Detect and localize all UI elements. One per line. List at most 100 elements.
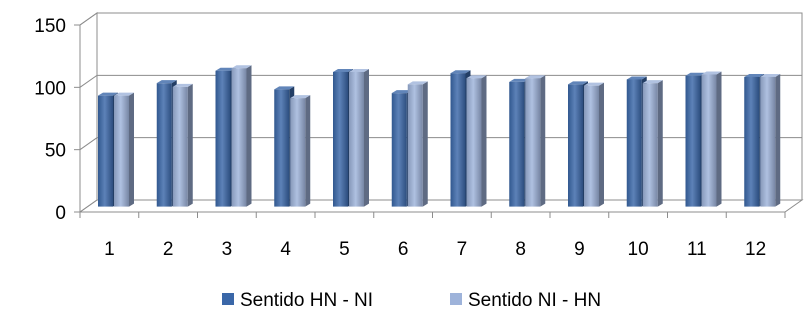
bar-front	[215, 70, 231, 207]
bar	[231, 65, 252, 207]
bar-top	[509, 78, 530, 82]
bar-front	[450, 73, 466, 207]
bar-front	[626, 79, 642, 207]
y-axis: 0 50 100 150	[34, 16, 81, 224]
bar-side	[187, 83, 193, 207]
bar-front	[333, 71, 348, 207]
y-tick-label: 100	[34, 78, 66, 99]
bar-side	[599, 82, 604, 207]
bar-front	[349, 71, 364, 207]
legend-item: Sentido NI - HN	[450, 290, 601, 311]
side-wall	[79, 12, 98, 213]
gridlines	[79, 12, 802, 151]
bar	[584, 82, 604, 207]
bar-top	[231, 65, 252, 69]
bar-front	[760, 76, 776, 207]
bar-side	[775, 73, 781, 207]
x-tick-label: 6	[398, 239, 409, 260]
bar-side	[246, 65, 252, 207]
y-tick-label: 50	[45, 141, 66, 162]
bar-top	[156, 80, 177, 84]
bar-front	[98, 95, 113, 207]
bar-top	[172, 83, 193, 87]
bar-top	[391, 90, 412, 94]
bar-top	[349, 68, 369, 72]
bar-front	[172, 86, 188, 207]
bar	[642, 80, 663, 207]
bar-front	[290, 98, 306, 207]
bar	[525, 75, 546, 207]
x-tick-label: 7	[457, 239, 468, 260]
bar	[466, 75, 487, 207]
gridline	[79, 74, 802, 88]
bar-front	[525, 78, 541, 207]
bar-front	[391, 93, 407, 207]
bar	[114, 92, 134, 207]
bar	[290, 95, 311, 207]
bars	[98, 65, 781, 207]
gridline	[79, 12, 802, 26]
bar-top	[685, 72, 706, 76]
bar-front	[642, 83, 658, 207]
bar	[172, 83, 193, 207]
bar-front	[685, 75, 701, 207]
x-tick-label: 1	[104, 239, 115, 260]
bar-front	[274, 89, 290, 207]
legend-item: Sentido HN - NI	[222, 290, 373, 311]
x-tick-label: 4	[280, 239, 291, 260]
bar-top	[450, 70, 471, 74]
legend-swatch	[222, 293, 234, 305]
bar-top	[98, 92, 118, 96]
bar-front	[407, 84, 423, 207]
bar	[701, 71, 722, 207]
bar-side	[540, 75, 546, 207]
bar-top	[744, 73, 765, 77]
bar	[760, 73, 781, 207]
x-tick-label: 2	[163, 239, 174, 260]
bar-side	[129, 92, 134, 207]
bar-front	[114, 95, 129, 207]
bar-top	[701, 71, 722, 75]
bar-top	[407, 81, 428, 85]
x-tick-label: 10	[628, 239, 649, 260]
x-tick-label: 8	[515, 239, 526, 260]
bar-side	[716, 71, 722, 207]
bar-front	[466, 78, 482, 207]
bar-top	[584, 82, 604, 86]
bar-top	[274, 86, 295, 90]
bar-top	[525, 75, 546, 79]
bar-top	[333, 68, 353, 72]
bar-front	[744, 76, 760, 207]
x-tick-label: 3	[222, 239, 233, 260]
bar-front	[156, 83, 172, 207]
bar-side	[422, 81, 428, 207]
bar-top	[626, 76, 647, 80]
bar-side	[305, 95, 311, 207]
gridline	[79, 137, 802, 151]
bar-top	[760, 73, 781, 77]
y-tick-label: 0	[55, 203, 66, 224]
bar-side	[364, 68, 369, 207]
bar-front	[231, 68, 247, 207]
bar-front	[568, 84, 583, 207]
bar-top	[466, 75, 487, 79]
bar-side	[657, 80, 663, 207]
x-tick-label: 9	[574, 239, 585, 260]
x-tick-label: 5	[339, 239, 350, 260]
x-tick-label: 11	[687, 239, 707, 260]
bar-front	[584, 85, 599, 207]
bar-front	[701, 74, 717, 207]
bar-side	[481, 75, 487, 207]
bar-top	[568, 81, 588, 85]
bar-top	[642, 80, 663, 84]
bar-top	[290, 95, 311, 99]
legend: Sentido HN - NI Sentido NI - HN	[222, 290, 601, 311]
y-tick-label: 150	[34, 16, 66, 37]
bar-top	[215, 67, 236, 71]
legend-label: Sentido HN - NI	[240, 290, 373, 311]
legend-label: Sentido NI - HN	[468, 290, 601, 311]
x-tick-label: 12	[745, 239, 766, 260]
x-axis: 1 2 3 4 5 6 7 8 9 10 11 12	[79, 211, 786, 260]
